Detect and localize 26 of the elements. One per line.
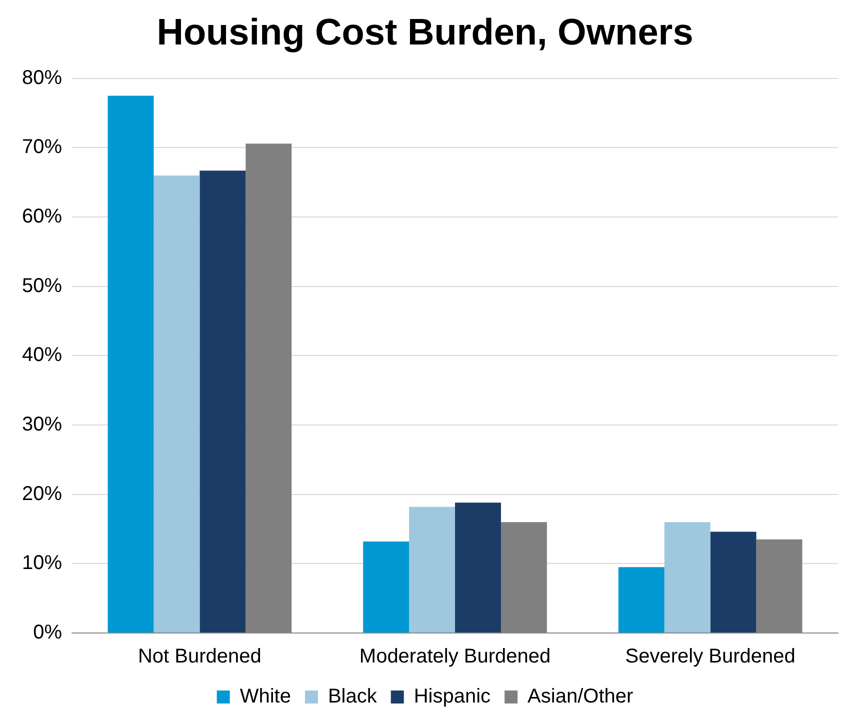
bar	[618, 567, 664, 632]
bar	[200, 170, 246, 632]
bar	[409, 506, 456, 632]
y-tick-label: 20%	[22, 482, 62, 505]
legend-label: White	[240, 686, 291, 708]
y-tick-label: 50%	[22, 274, 62, 297]
x-tick-label: Moderately Burdened	[359, 646, 551, 668]
y-tick-label: 40%	[22, 344, 62, 366]
bar	[710, 532, 756, 632]
y-tick-label: 0%	[33, 622, 62, 644]
bar	[363, 541, 410, 632]
bar	[108, 96, 154, 632]
bar	[664, 522, 710, 632]
legend-label: Black	[328, 686, 378, 708]
legend-label: Asian/Other	[528, 686, 634, 708]
y-tick-label: 10%	[22, 552, 62, 574]
x-tick-label: Severely Burdened	[625, 646, 796, 668]
chart-title: Housing Cost Burden, Owners	[156, 11, 694, 52]
legend-label: Hispanic	[414, 686, 491, 708]
y-tick-label: 60%	[22, 206, 62, 228]
y-tick-label: 30%	[22, 414, 62, 436]
y-tick-label: 70%	[22, 136, 62, 158]
bar	[154, 175, 200, 632]
y-tick-label: 80%	[22, 66, 62, 89]
x-tick-label: Not Burdened	[138, 646, 262, 668]
bar	[455, 502, 501, 632]
